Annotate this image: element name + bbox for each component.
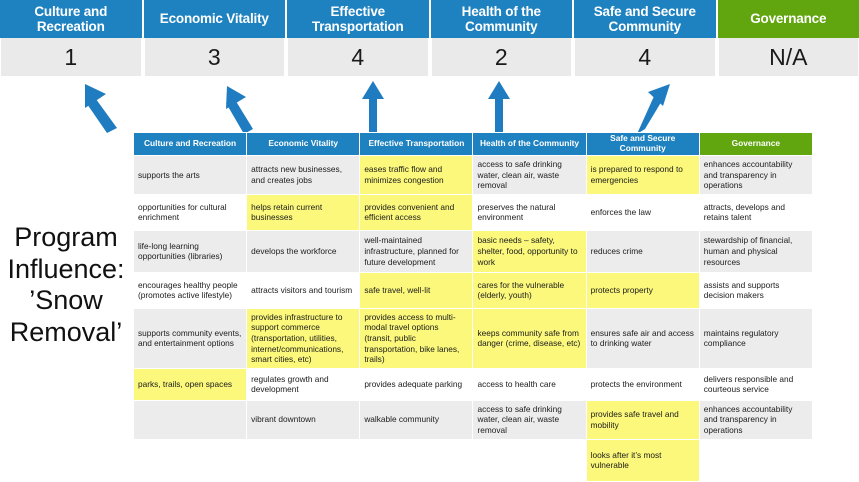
matrix-cell bbox=[360, 439, 473, 481]
matrix-header-row: Culture and Recreation Economic Vitality… bbox=[134, 133, 813, 156]
arrow-up-icon bbox=[362, 81, 384, 134]
matrix-cell: access to health care bbox=[473, 368, 586, 400]
scorecard-column-effective-transportation: Effective Transportation 4 bbox=[287, 0, 431, 76]
scorecard-header-governance: Governance bbox=[718, 0, 859, 38]
matrix-cell: provides adequate parking bbox=[360, 368, 473, 400]
matrix-header-economic-vitality: Economic Vitality bbox=[247, 133, 360, 156]
matrix-cell: attracts visitors and tourism bbox=[247, 272, 360, 308]
table-row: supports community events, and entertain… bbox=[134, 308, 813, 368]
scorecard-score-governance: N/A bbox=[718, 38, 859, 76]
scorecard-strip: Culture and Recreation 1 Economic Vitali… bbox=[0, 0, 859, 76]
matrix-cell bbox=[699, 439, 812, 481]
matrix-cell: encourages healthy people (promotes acti… bbox=[134, 272, 247, 308]
matrix-cell bbox=[473, 439, 586, 481]
matrix-cell bbox=[247, 439, 360, 481]
scorecard-score-economic-vitality: 3 bbox=[144, 38, 286, 76]
scorecard-header-safe-and-secure-community: Safe and Secure Community bbox=[574, 0, 716, 38]
matrix-cell: supports the arts bbox=[134, 156, 247, 195]
matrix-cell: keeps community safe from danger (crime,… bbox=[473, 308, 586, 368]
scorecard-score-culture-and-recreation: 1 bbox=[0, 38, 142, 76]
matrix-cell: provides safe travel and mobility bbox=[586, 400, 699, 439]
matrix-cell: delivers responsible and courteous servi… bbox=[699, 368, 812, 400]
matrix-cell: protects the environment bbox=[586, 368, 699, 400]
matrix-cell bbox=[134, 439, 247, 481]
scorecard-column-health-of-the-community: Health of the Community 2 bbox=[431, 0, 575, 76]
matrix-cell: provides infrastructure to support comme… bbox=[247, 308, 360, 368]
table-row: supports the arts attracts new businesse… bbox=[134, 156, 813, 195]
scorecard-header-economic-vitality: Economic Vitality bbox=[144, 0, 286, 38]
matrix-cell: eases traffic flow and minimizes congest… bbox=[360, 156, 473, 195]
matrix-cell: enhances accountability and transparency… bbox=[699, 156, 812, 195]
scorecard-score-effective-transportation: 4 bbox=[287, 38, 429, 76]
scorecard-column-culture-and-recreation: Culture and Recreation 1 bbox=[0, 0, 144, 76]
matrix-cell: reduces crime bbox=[586, 230, 699, 272]
matrix-cell: regulates growth and development bbox=[247, 368, 360, 400]
matrix-cell: safe travel, well-lit bbox=[360, 272, 473, 308]
scorecard-header-culture-and-recreation: Culture and Recreation bbox=[0, 0, 142, 38]
matrix-cell: maintains regulatory compliance bbox=[699, 308, 812, 368]
alignment-matrix-table: Culture and Recreation Economic Vitality… bbox=[133, 132, 813, 482]
matrix-cell: enforces the law bbox=[586, 194, 699, 230]
table-row: vibrant downtown walkable community acce… bbox=[134, 400, 813, 439]
matrix-cell: protects property bbox=[586, 272, 699, 308]
program-influence-label: Program Influence: ’Snow Removal’ bbox=[2, 222, 130, 348]
matrix-cell: access to safe drinking water, clean air… bbox=[473, 400, 586, 439]
matrix-cell: supports community events, and entertain… bbox=[134, 308, 247, 368]
scorecard-header-effective-transportation: Effective Transportation bbox=[287, 0, 429, 38]
arrow-up-right-icon bbox=[637, 84, 670, 134]
arrow-up-left-icon bbox=[85, 84, 117, 133]
matrix-cell: preserves the natural environment bbox=[473, 194, 586, 230]
matrix-cell: attracts, develops and retains talent bbox=[699, 194, 812, 230]
matrix-cell: parks, trails, open spaces bbox=[134, 368, 247, 400]
matrix-cell: is prepared to respond to emergencies bbox=[586, 156, 699, 195]
matrix-cell: cares for the vulnerable (elderly, youth… bbox=[473, 272, 586, 308]
matrix-cell: life-long learning opportunities (librar… bbox=[134, 230, 247, 272]
matrix-cell: enhances accountability and transparency… bbox=[699, 400, 812, 439]
matrix-cell: access to safe drinking water, clean air… bbox=[473, 156, 586, 195]
matrix-header-culture-and-recreation: Culture and Recreation bbox=[134, 133, 247, 156]
matrix-cell: basic needs – safety, shelter, food, opp… bbox=[473, 230, 586, 272]
matrix-cell: attracts new businesses, and creates job… bbox=[247, 156, 360, 195]
matrix-cell: develops the workforce bbox=[247, 230, 360, 272]
arrow-up-left-icon bbox=[226, 86, 253, 134]
matrix-header-health-of-the-community: Health of the Community bbox=[473, 133, 586, 156]
matrix-cell: well-maintained infrastructure, planned … bbox=[360, 230, 473, 272]
arrow-group bbox=[0, 76, 859, 136]
matrix-cell: looks after it’s most vulnerable bbox=[586, 439, 699, 481]
matrix-cell: provides access to multi-modal travel op… bbox=[360, 308, 473, 368]
matrix-cell: assists and supports decision makers bbox=[699, 272, 812, 308]
arrow-up-icon bbox=[488, 81, 510, 134]
matrix-cell: helps retain current businesses bbox=[247, 194, 360, 230]
matrix-cell: ensures safe air and access to drinking … bbox=[586, 308, 699, 368]
matrix-header-safe-and-secure-community: Safe and Secure Community bbox=[586, 133, 699, 156]
table-row: encourages healthy people (promotes acti… bbox=[134, 272, 813, 308]
matrix-cell bbox=[134, 400, 247, 439]
table-row: parks, trails, open spaces regulates gro… bbox=[134, 368, 813, 400]
matrix-cell: provides convenient and efficient access bbox=[360, 194, 473, 230]
table-row: opportunities for cultural enrichment he… bbox=[134, 194, 813, 230]
matrix-cell: opportunities for cultural enrichment bbox=[134, 194, 247, 230]
matrix-header-governance: Governance bbox=[699, 133, 812, 156]
table-row: life-long learning opportunities (librar… bbox=[134, 230, 813, 272]
scorecard-column-safe-and-secure-community: Safe and Secure Community 4 bbox=[574, 0, 718, 76]
scorecard-column-governance: Governance N/A bbox=[718, 0, 859, 76]
scorecard-column-economic-vitality: Economic Vitality 3 bbox=[144, 0, 288, 76]
matrix-cell: stewardship of financial, human and phys… bbox=[699, 230, 812, 272]
matrix-cell: vibrant downtown bbox=[247, 400, 360, 439]
table-row: looks after it’s most vulnerable bbox=[134, 439, 813, 481]
scorecard-score-health-of-the-community: 2 bbox=[431, 38, 573, 76]
matrix-header-effective-transportation: Effective Transportation bbox=[360, 133, 473, 156]
matrix-cell: walkable community bbox=[360, 400, 473, 439]
scorecard-header-health-of-the-community: Health of the Community bbox=[431, 0, 573, 38]
scorecard-score-safe-and-secure-community: 4 bbox=[574, 38, 716, 76]
